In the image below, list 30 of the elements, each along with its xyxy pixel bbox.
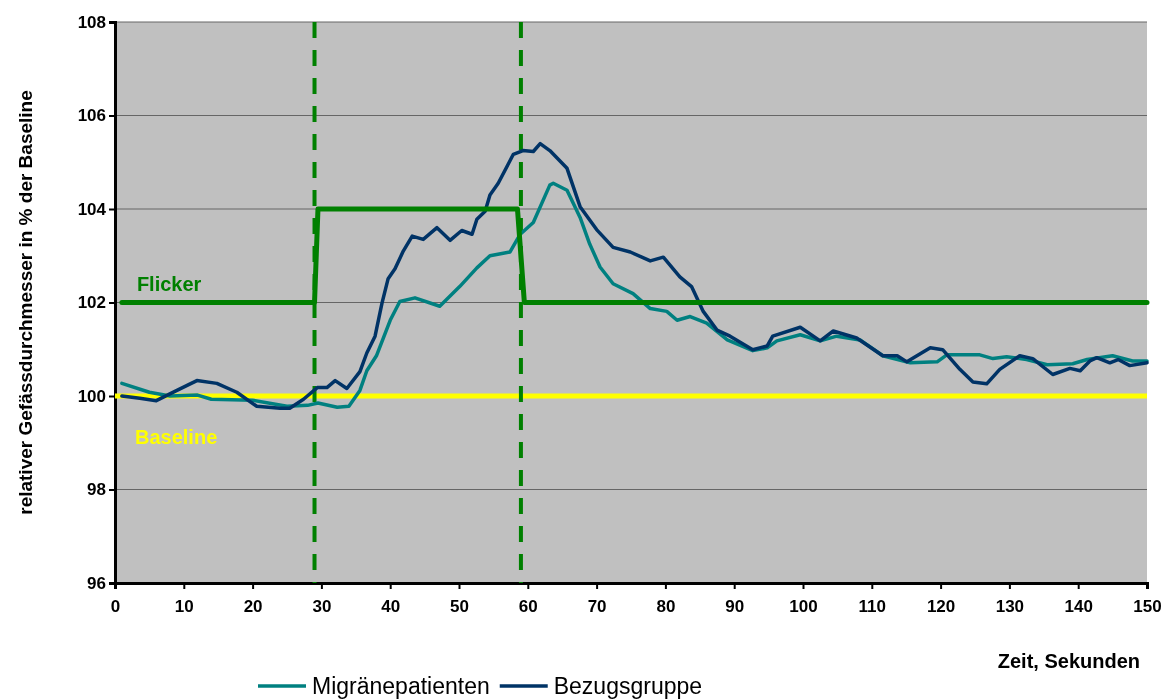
y-tick-label: 104 (77, 199, 107, 219)
x-tick-label: 70 (587, 597, 607, 617)
x-tick-label: 10 (174, 597, 194, 617)
x-tick-label: 60 (518, 597, 538, 617)
y-tick-label: 108 (77, 12, 106, 32)
y-tick-label: 100 (77, 386, 106, 406)
line-series (120, 141, 1149, 410)
x-tick-label: 110 (858, 597, 887, 617)
x-tick-label: 20 (243, 597, 263, 617)
ref-line-label: Baseline (135, 426, 218, 448)
x-tick-label: 80 (656, 597, 676, 617)
x-tick-label: 140 (1064, 597, 1093, 617)
y-tick-label: 106 (77, 106, 106, 126)
x-tick-label: 90 (725, 597, 745, 617)
x-axis-title: Zeit, Sekunden (997, 650, 1140, 672)
y-axis-title: relativer Gefässdurchmesser in % der Baseline (15, 90, 36, 515)
x-tick-label: 100 (789, 597, 818, 617)
x-tick-label: 0 (110, 597, 121, 617)
legend-label: Migränepatienten (312, 673, 490, 699)
x-tick-label: 40 (381, 597, 401, 617)
y-tick-label: 98 (87, 480, 106, 500)
legend-label: Bezugsgruppe (553, 673, 703, 699)
y-tick-label: 96 (87, 573, 106, 593)
x-tick-label: 150 (1133, 597, 1162, 617)
y-tick-label: 102 (77, 293, 106, 313)
x-tick-label: 30 (312, 597, 332, 617)
x-tick-label: 120 (926, 597, 956, 617)
series-label: Flicker (136, 272, 202, 295)
x-tick-label: 130 (995, 597, 1025, 617)
x-tick-label: 50 (450, 597, 469, 617)
